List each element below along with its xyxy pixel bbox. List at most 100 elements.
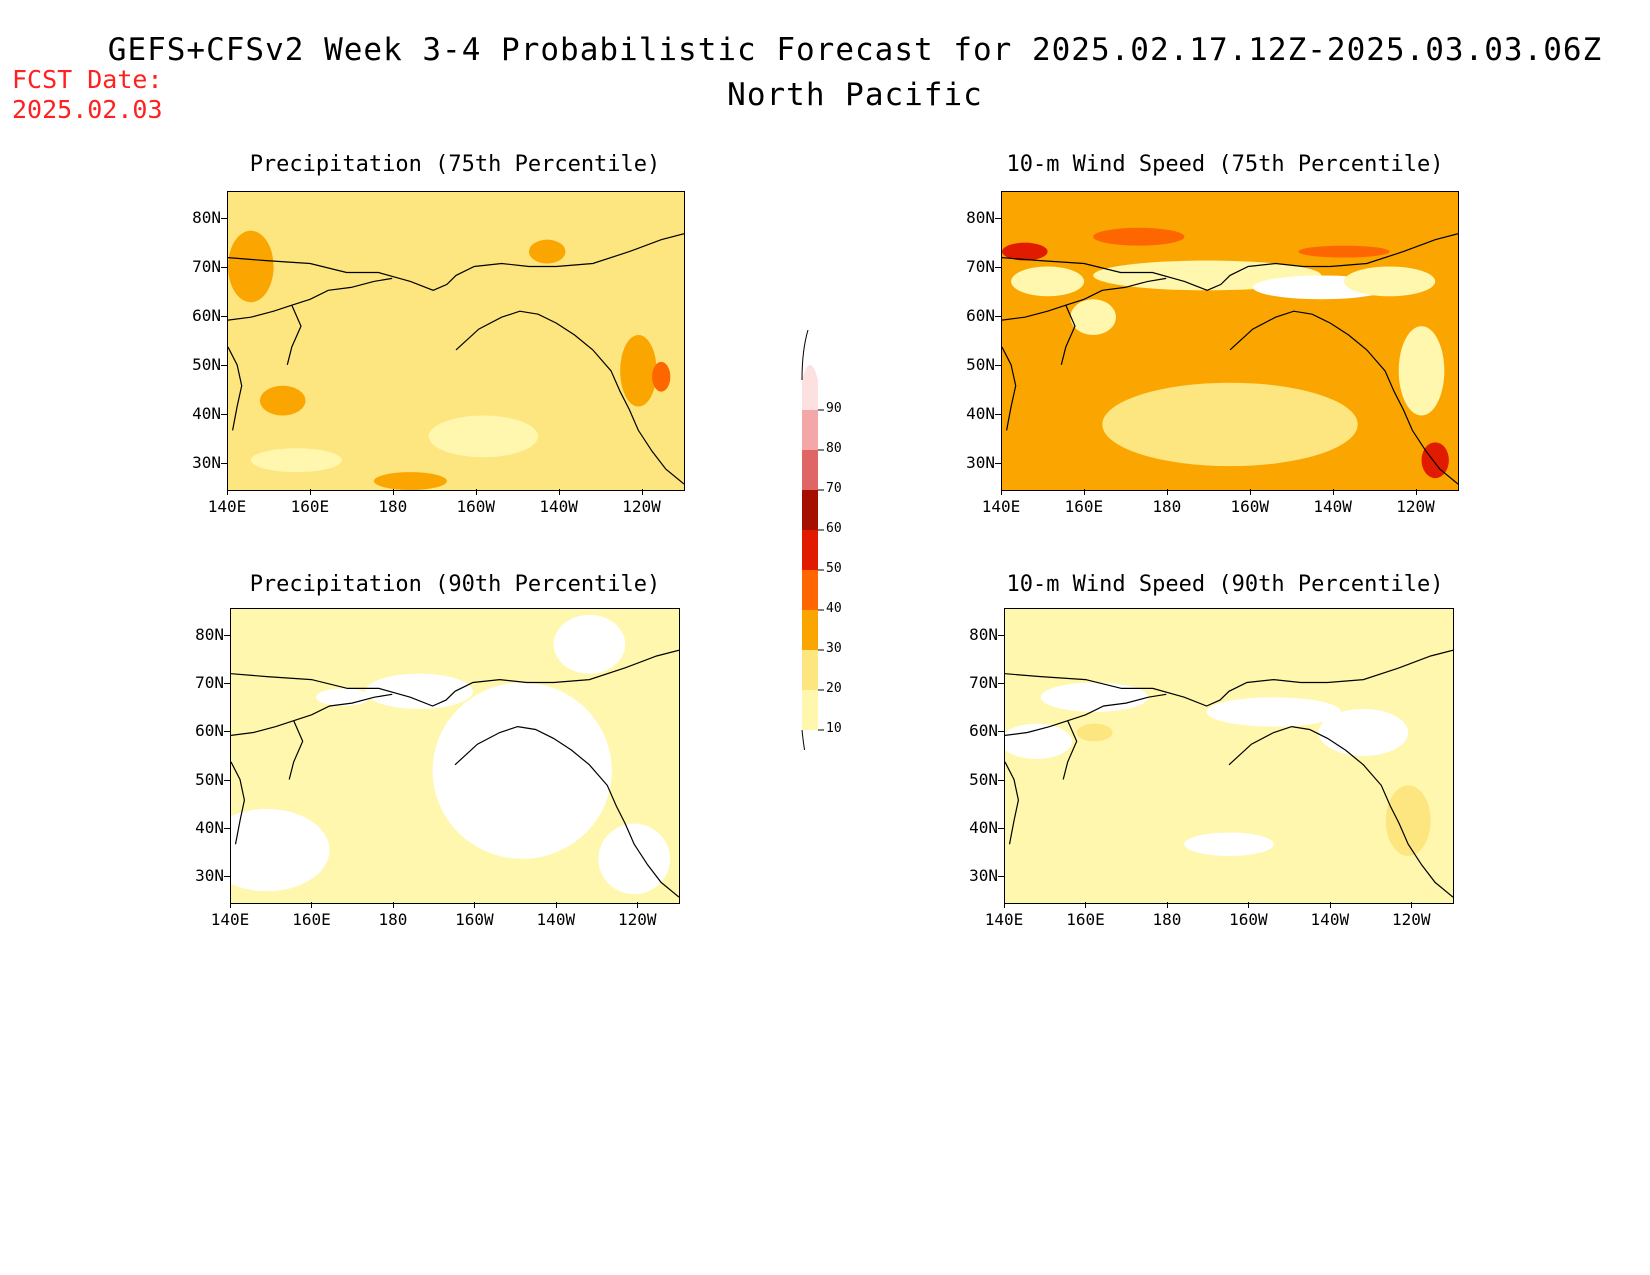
lon-tick-label: 140E — [981, 497, 1021, 516]
lon-tick-mark — [474, 902, 476, 908]
lat-tick-label: 60N — [195, 721, 224, 741]
lon-tick-label: 120W — [1396, 497, 1435, 516]
contour-region — [528, 239, 566, 264]
lon-tick-mark — [392, 489, 394, 495]
coastline — [1005, 693, 1167, 736]
region-subtitle: North Pacific — [727, 77, 983, 113]
colorbar-segment — [802, 490, 818, 530]
lat-tick-mark — [221, 413, 227, 415]
lon-tick-label: 160W — [1229, 910, 1268, 929]
lon-tick-label: 180 — [1152, 497, 1182, 516]
coastline — [1060, 304, 1076, 365]
contour-region — [373, 472, 447, 490]
lat-tick-label: 80N — [195, 625, 224, 645]
contour-region — [1002, 242, 1048, 261]
lat-tick-mark — [998, 827, 1004, 829]
coastline — [1002, 233, 1458, 291]
colorbar-label: 50 — [826, 561, 842, 576]
colorbar: 10 20 30 40 50 60 70 80 90 — [800, 329, 860, 771]
colorbar-svg — [801, 329, 824, 771]
lat-tick-label: 60N — [192, 306, 221, 326]
map-svg-wind75 — [1002, 192, 1458, 490]
panel-title-precip90: Precipitation (90th Percentile) — [249, 572, 661, 597]
lat-tick-label: 40N — [969, 817, 998, 837]
lat-tick-label: 60N — [966, 306, 995, 326]
coastline — [228, 233, 684, 291]
lat-tick-label: 80N — [966, 208, 995, 228]
lat-tick-label: 30N — [969, 866, 998, 886]
coastline — [1062, 720, 1078, 780]
contour-region — [1076, 723, 1113, 742]
lon-tick-mark — [555, 902, 557, 908]
lat-tick-mark — [221, 462, 227, 464]
coastline — [228, 346, 243, 431]
coastline — [286, 304, 302, 365]
panel-title-wind75: 10-m Wind Speed (75th Percentile) — [1006, 152, 1444, 177]
lon-tick-label: 120W — [622, 497, 661, 516]
contour-region — [231, 808, 330, 892]
coastline — [1228, 725, 1453, 898]
colorbar-segment — [802, 530, 818, 570]
contour-region — [1206, 697, 1341, 727]
lat-tick-mark — [221, 316, 227, 318]
lon-tick-label: 180 — [1152, 910, 1182, 929]
colorbar-segment — [802, 610, 818, 650]
lon-tick-label: 140E — [210, 910, 250, 929]
contour-region — [652, 361, 671, 392]
lat-tick-mark — [224, 731, 230, 733]
lat-tick-mark — [224, 635, 230, 637]
contour-region — [1318, 708, 1409, 756]
map-panel-precip90 — [230, 608, 680, 904]
lat-tick-mark — [998, 876, 1004, 878]
panel-title-wind90: 10-m Wind Speed (90th Percentile) — [1006, 572, 1444, 597]
lon-tick-label: 140E — [984, 910, 1024, 929]
lat-tick-label: 70N — [966, 257, 995, 277]
colorbar-label: 10 — [826, 721, 842, 736]
lat-tick-label: 30N — [966, 452, 995, 472]
lon-tick-label: 160E — [1064, 497, 1104, 516]
colorbar-label: 80 — [826, 441, 842, 456]
lon-tick-label: 160W — [1230, 497, 1269, 516]
main-title: GEFS+CFSv2 Week 3-4 Probabilistic Foreca… — [107, 32, 1603, 68]
colorbar-label: 30 — [826, 641, 842, 656]
lat-tick-label: 70N — [195, 673, 224, 693]
lat-tick-mark — [995, 413, 1001, 415]
coastline — [1005, 649, 1453, 707]
contour-region — [1005, 723, 1073, 759]
contour-region — [316, 688, 370, 707]
coastline — [1002, 277, 1167, 321]
lon-tick-mark — [230, 902, 231, 908]
lon-tick-mark — [1166, 489, 1168, 495]
colorbar-segment — [802, 365, 818, 410]
colorbar-segment — [802, 690, 818, 730]
lat-tick-mark — [221, 267, 227, 269]
panel-title-precip75: Precipitation (75th Percentile) — [249, 152, 661, 177]
coastline — [1002, 346, 1017, 431]
contour-region — [1385, 785, 1431, 856]
lon-tick-label: 180 — [378, 910, 408, 929]
lon-tick-mark — [558, 489, 560, 495]
lat-tick-label: 50N — [192, 354, 221, 374]
lat-tick-mark — [995, 462, 1001, 464]
colorbar-segment — [802, 650, 818, 690]
contour-region — [1184, 832, 1274, 856]
lon-tick-label: 120W — [618, 910, 657, 929]
lon-tick-label: 160E — [290, 497, 330, 516]
contour-region — [1344, 266, 1436, 297]
map-panel-wind75 — [1001, 191, 1459, 491]
lon-tick-label: 160W — [456, 497, 495, 516]
lat-tick-mark — [995, 267, 1001, 269]
lon-tick-mark — [1004, 902, 1005, 908]
contour-region — [1102, 382, 1358, 467]
lon-tick-mark — [1083, 489, 1085, 495]
lon-tick-mark — [1329, 902, 1331, 908]
map-background-wind90 — [1005, 609, 1453, 903]
lat-tick-mark — [224, 827, 230, 829]
lon-tick-mark — [1332, 489, 1334, 495]
contour-region — [365, 673, 473, 709]
contour-region — [228, 230, 274, 303]
lat-tick-mark — [224, 683, 230, 685]
lat-tick-mark — [995, 218, 1001, 220]
lat-tick-mark — [998, 731, 1004, 733]
lat-tick-label: 40N — [966, 403, 995, 423]
